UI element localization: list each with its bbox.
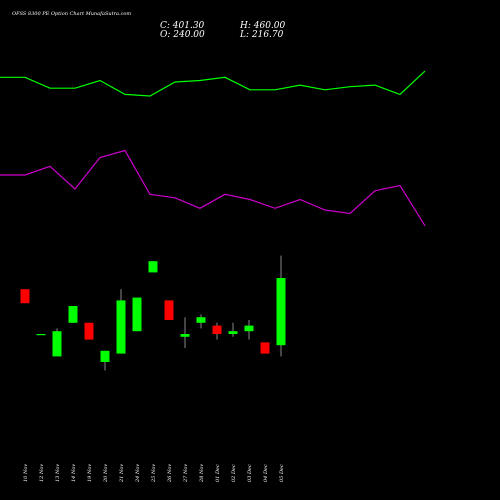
candles [20,255,286,371]
indicator-lines [0,70,426,227]
date-tick-label: 28 Nov [199,464,205,483]
candle-body-down [260,342,270,354]
candle-body-up [196,317,206,323]
open-label: O: 240.00 [160,30,205,40]
candle-body-up [276,278,286,346]
date-tick-label: 14 Nov [71,464,77,482]
candle-body-up [68,306,78,323]
candle-body-down [164,300,174,320]
date-tick-label: 03 Dec [247,464,253,482]
low-label: L: 216.70 [239,30,284,40]
date-tick-label: 05 Dec [279,464,285,482]
date-tick-label: 25 Nov [151,464,157,483]
date-tick-label: 04 Dec [263,464,269,482]
chart-title: OFSS 8300 PE Option Chart MunafaSutra.co… [12,11,131,17]
date-tick-label: 26 Nov [167,464,173,483]
candle-body-down [20,289,30,304]
candle-body-up [36,334,46,336]
high-label: H: 460.00 [239,21,286,31]
date-tick-label: 12 Nov [39,464,45,482]
candle-body-down [84,322,94,340]
date-tick-label: 21 Nov [119,464,125,483]
date-axis: 10 Nov 12 Nov 13 Nov 14 Nov 19 Nov 20 Nov 21 N… [23,464,285,483]
date-tick-label: 19 Nov [87,464,93,482]
candle-body-up [244,325,254,332]
candle-body-up [100,350,110,362]
candle-body-up [116,300,126,354]
candle-body-up [52,331,62,357]
candle-body-up [180,334,190,337]
green-indicator-line [0,70,426,97]
date-tick-label: 27 Nov [183,464,189,483]
date-tick-label: 13 Nov [55,464,61,482]
candle-body-up [132,297,142,332]
date-tick-label: 20 Nov [103,464,109,483]
date-tick-label: 01 Dec [215,464,221,482]
date-tick-label: 24 Nov [135,464,141,483]
date-tick-label: 10 Nov [23,464,29,482]
magenta-indicator-line [0,149,426,227]
close-label: C: 401.30 [160,21,205,31]
candle-body-up [148,261,158,273]
candle-body-down [212,325,222,334]
date-tick-label: 02 Dec [231,464,237,482]
candle-body-up [228,331,238,334]
